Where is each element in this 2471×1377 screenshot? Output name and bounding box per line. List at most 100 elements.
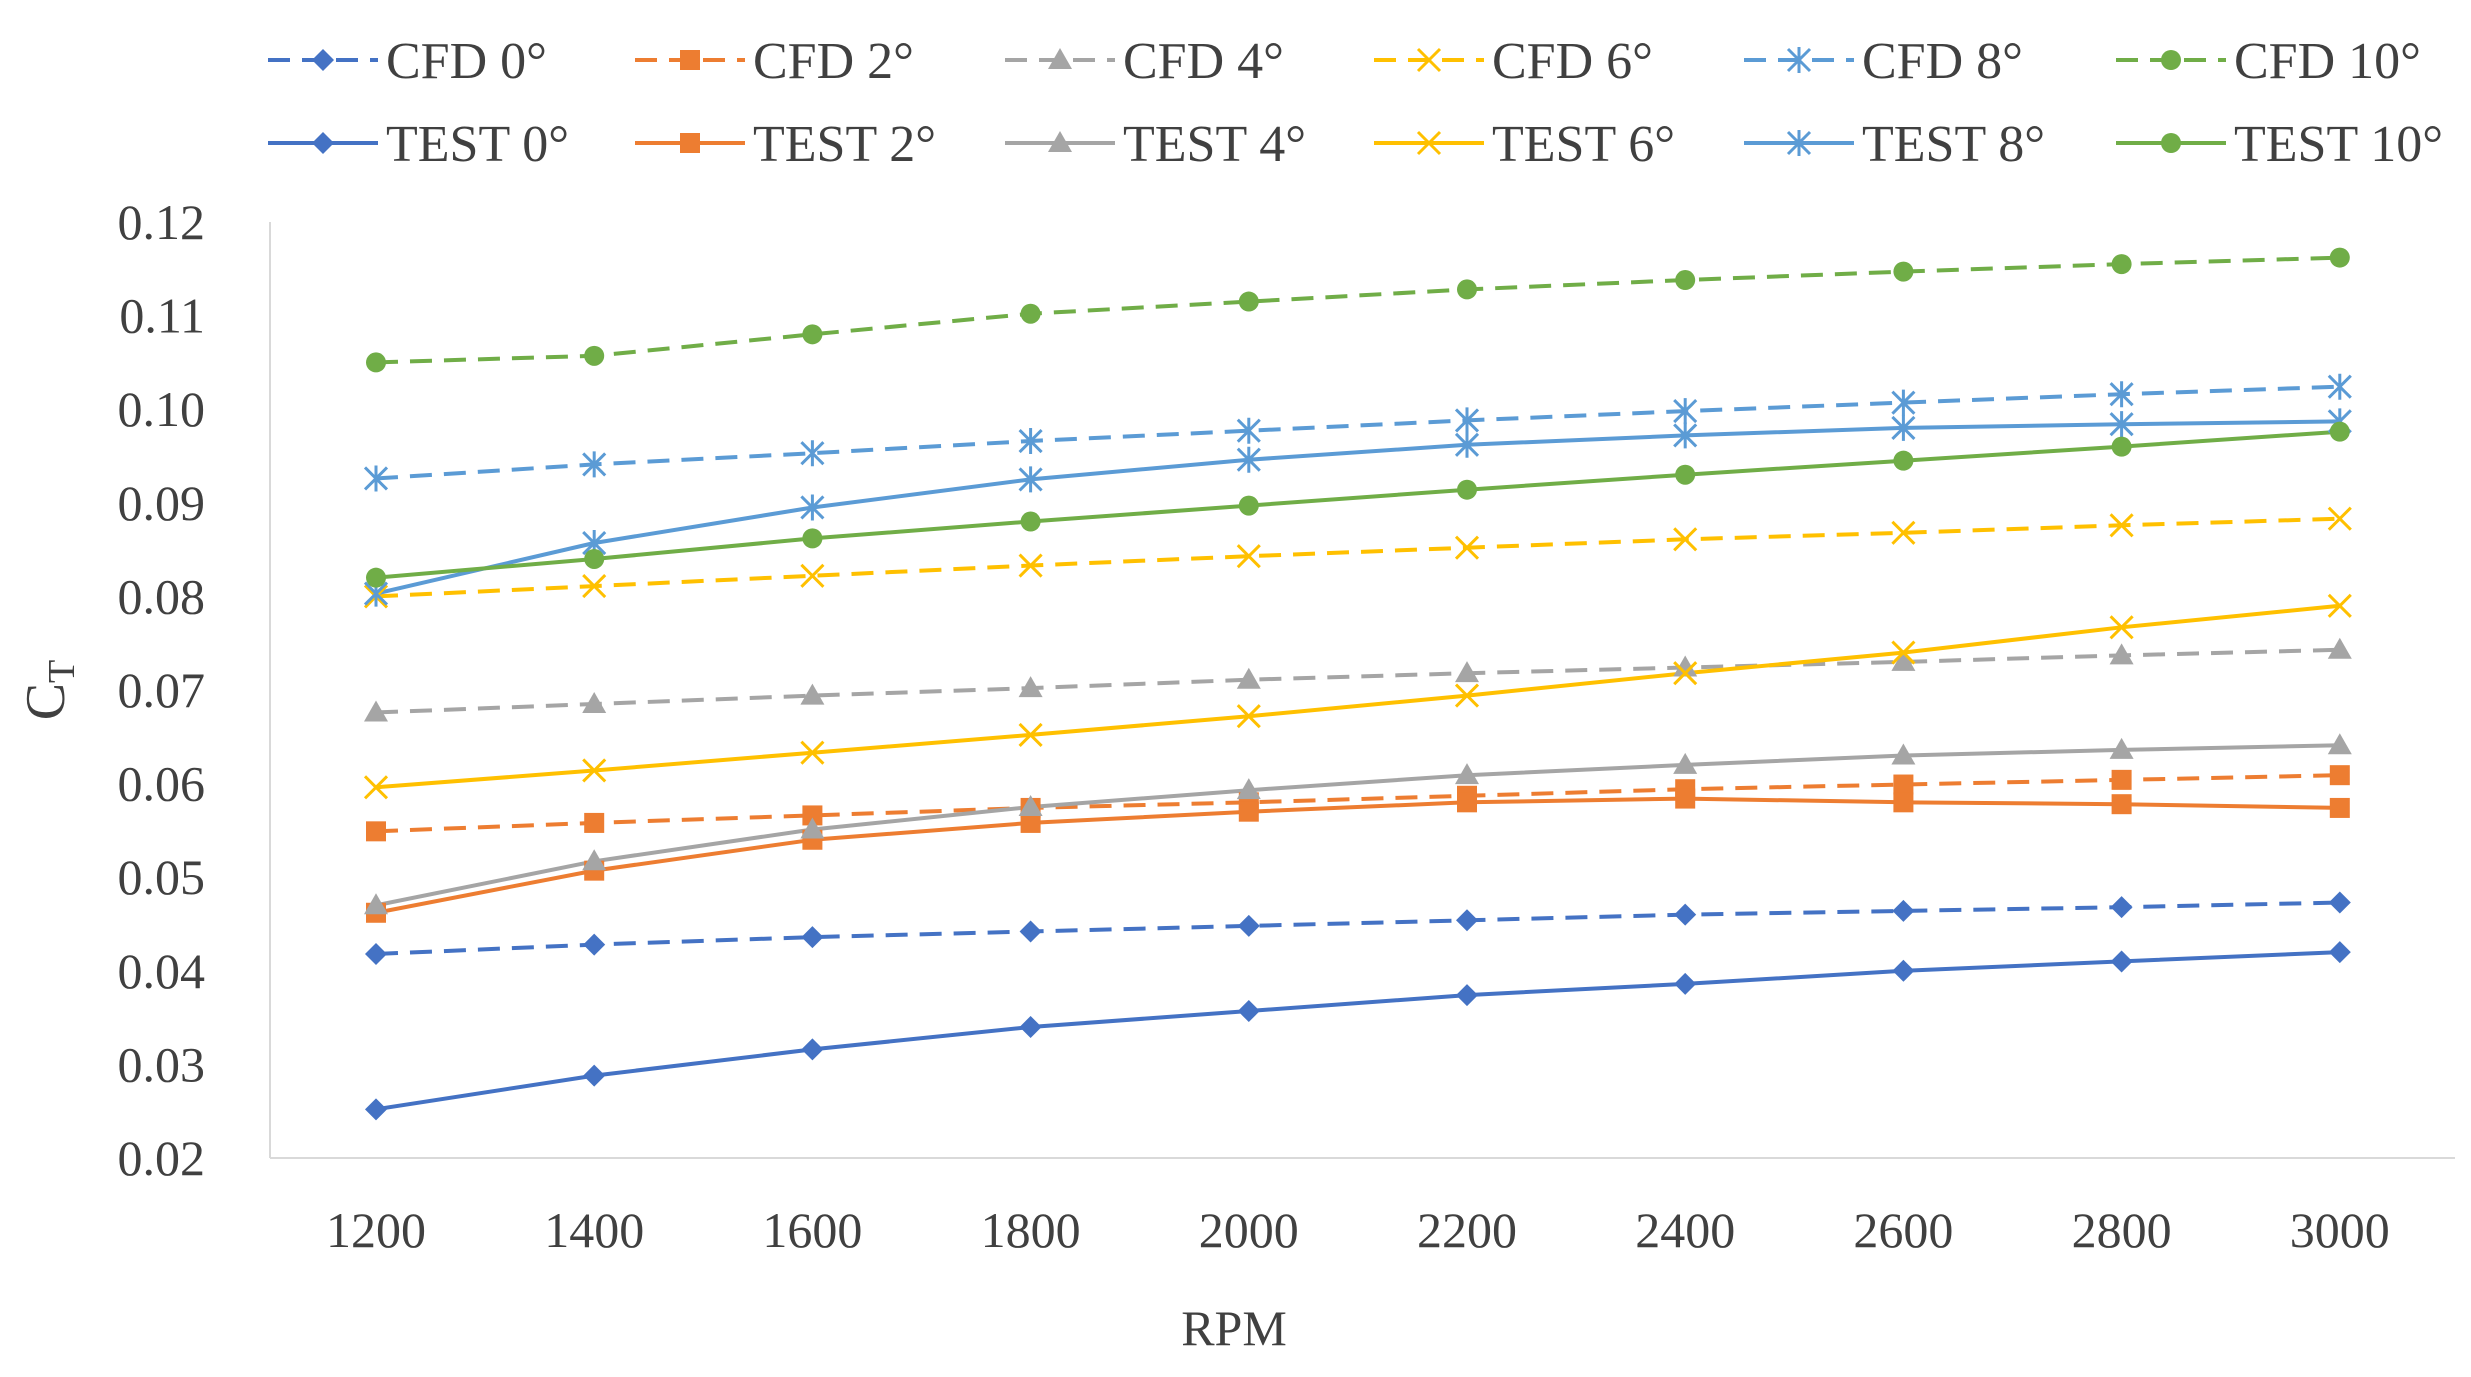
legend-entry: CFD 8° <box>1744 33 2023 90</box>
legend-label: CFD 0° <box>386 33 547 90</box>
x-tick-label: 2000 <box>1199 1202 1299 1258</box>
data-point <box>1236 417 1261 444</box>
x-tick-label: 2800 <box>2072 1202 2172 1258</box>
legend-swatch-marker <box>1786 130 1812 156</box>
legend-label: TEST 6° <box>1492 116 1675 173</box>
series-line <box>375 743 2340 908</box>
data-point <box>1673 655 1698 677</box>
data-point <box>1891 389 1916 416</box>
data-point <box>1456 909 1478 932</box>
x-tick-label: 2200 <box>1417 1202 1517 1258</box>
legend-entry: CFD 0° <box>268 33 547 90</box>
legend-swatch-marker <box>680 50 700 70</box>
data-point <box>1674 903 1697 926</box>
legend: CFD 0° CFD 2° CFD 4° CFD 6° CFD 8° CFD 10° TES… <box>268 33 2443 173</box>
data-point <box>1675 788 1696 809</box>
data-point <box>2111 769 2132 790</box>
data-point <box>584 548 605 569</box>
data-point <box>583 1064 606 1087</box>
y-tick-label: 0.04 <box>118 943 206 999</box>
y-tick-label: 0.03 <box>118 1036 206 1092</box>
data-point <box>582 451 607 478</box>
data-point <box>802 528 823 549</box>
data-point <box>1018 553 1043 578</box>
data-point <box>2110 896 2133 919</box>
legend-swatch-marker <box>1048 131 1072 152</box>
data-point <box>1892 899 1915 922</box>
data-point <box>1236 704 1261 729</box>
data-point <box>1893 792 1914 813</box>
legend-swatch-marker <box>312 49 334 71</box>
data-point <box>2109 615 2134 640</box>
legend-entry: TEST 6° <box>1374 116 1675 173</box>
data-point <box>366 567 386 588</box>
data-point <box>1673 422 1698 449</box>
data-point <box>1891 414 1916 441</box>
data-point <box>2327 733 2352 755</box>
legend-label: CFD 4° <box>1123 33 1284 90</box>
data-point <box>1673 527 1698 552</box>
data-point <box>1674 972 1697 995</box>
data-point <box>1454 683 1480 708</box>
data-point <box>582 849 607 871</box>
data-point <box>800 494 825 521</box>
legend-entry: TEST 10° <box>2116 116 2443 173</box>
series-line <box>375 900 2340 956</box>
legend-swatch-marker <box>680 133 700 153</box>
data-point <box>2327 593 2352 618</box>
data-point <box>800 740 825 765</box>
data-point <box>1020 511 1041 532</box>
data-point <box>1238 291 1259 312</box>
data-point <box>800 563 825 588</box>
legend-entry: CFD 10° <box>2116 33 2421 90</box>
data-point <box>1236 667 1261 689</box>
series-line <box>375 950 2340 1112</box>
series-line <box>375 255 2340 365</box>
data-point <box>365 1098 387 1121</box>
legend-entry: TEST 8° <box>1744 116 2045 173</box>
data-point <box>1675 464 1696 485</box>
data-point <box>1454 431 1480 458</box>
data-point <box>2111 254 2132 275</box>
data-point <box>800 683 825 705</box>
data-point <box>1018 428 1043 455</box>
data-point <box>582 574 607 599</box>
data-point <box>2329 247 2350 268</box>
data-point <box>2109 513 2134 538</box>
legend-entry: TEST 4° <box>1005 116 1306 173</box>
data-point <box>1673 398 1698 425</box>
data-point <box>2109 381 2134 408</box>
x-tick-label: 1200 <box>326 1202 426 1258</box>
data-point <box>2327 373 2352 400</box>
series-line <box>375 603 2340 790</box>
data-point <box>1018 676 1043 698</box>
x-tick-label: 1400 <box>544 1202 644 1258</box>
data-point <box>1018 795 1043 816</box>
data-point <box>801 926 824 949</box>
legend-entry: TEST 0° <box>268 116 569 173</box>
data-point <box>2329 421 2350 442</box>
data-point <box>1238 495 1259 516</box>
data-point <box>1237 914 1260 937</box>
y-tick-label: 0.12 <box>118 194 206 250</box>
data-point <box>1891 640 1916 665</box>
data-point <box>2327 637 2352 659</box>
legend-swatch-marker <box>1416 130 1442 156</box>
y-tick-label: 0.10 <box>118 381 206 437</box>
data-point <box>2328 891 2351 914</box>
legend-label: CFD 6° <box>1492 33 1653 90</box>
y-axis-label-subscript: T <box>41 660 83 683</box>
data-point <box>2109 737 2134 759</box>
data-point <box>2328 941 2351 964</box>
x-tick-label: 3000 <box>2290 1202 2390 1258</box>
data-point <box>1019 920 1042 943</box>
data-point <box>1018 466 1043 493</box>
series-line <box>375 647 2340 715</box>
data-point <box>363 775 389 800</box>
y-tick-label: 0.09 <box>118 475 206 531</box>
data-point <box>2329 797 2350 818</box>
data-point <box>1457 279 1477 300</box>
legend-swatch-marker <box>1048 48 1072 69</box>
data-point <box>802 324 823 345</box>
data-point <box>582 692 607 714</box>
